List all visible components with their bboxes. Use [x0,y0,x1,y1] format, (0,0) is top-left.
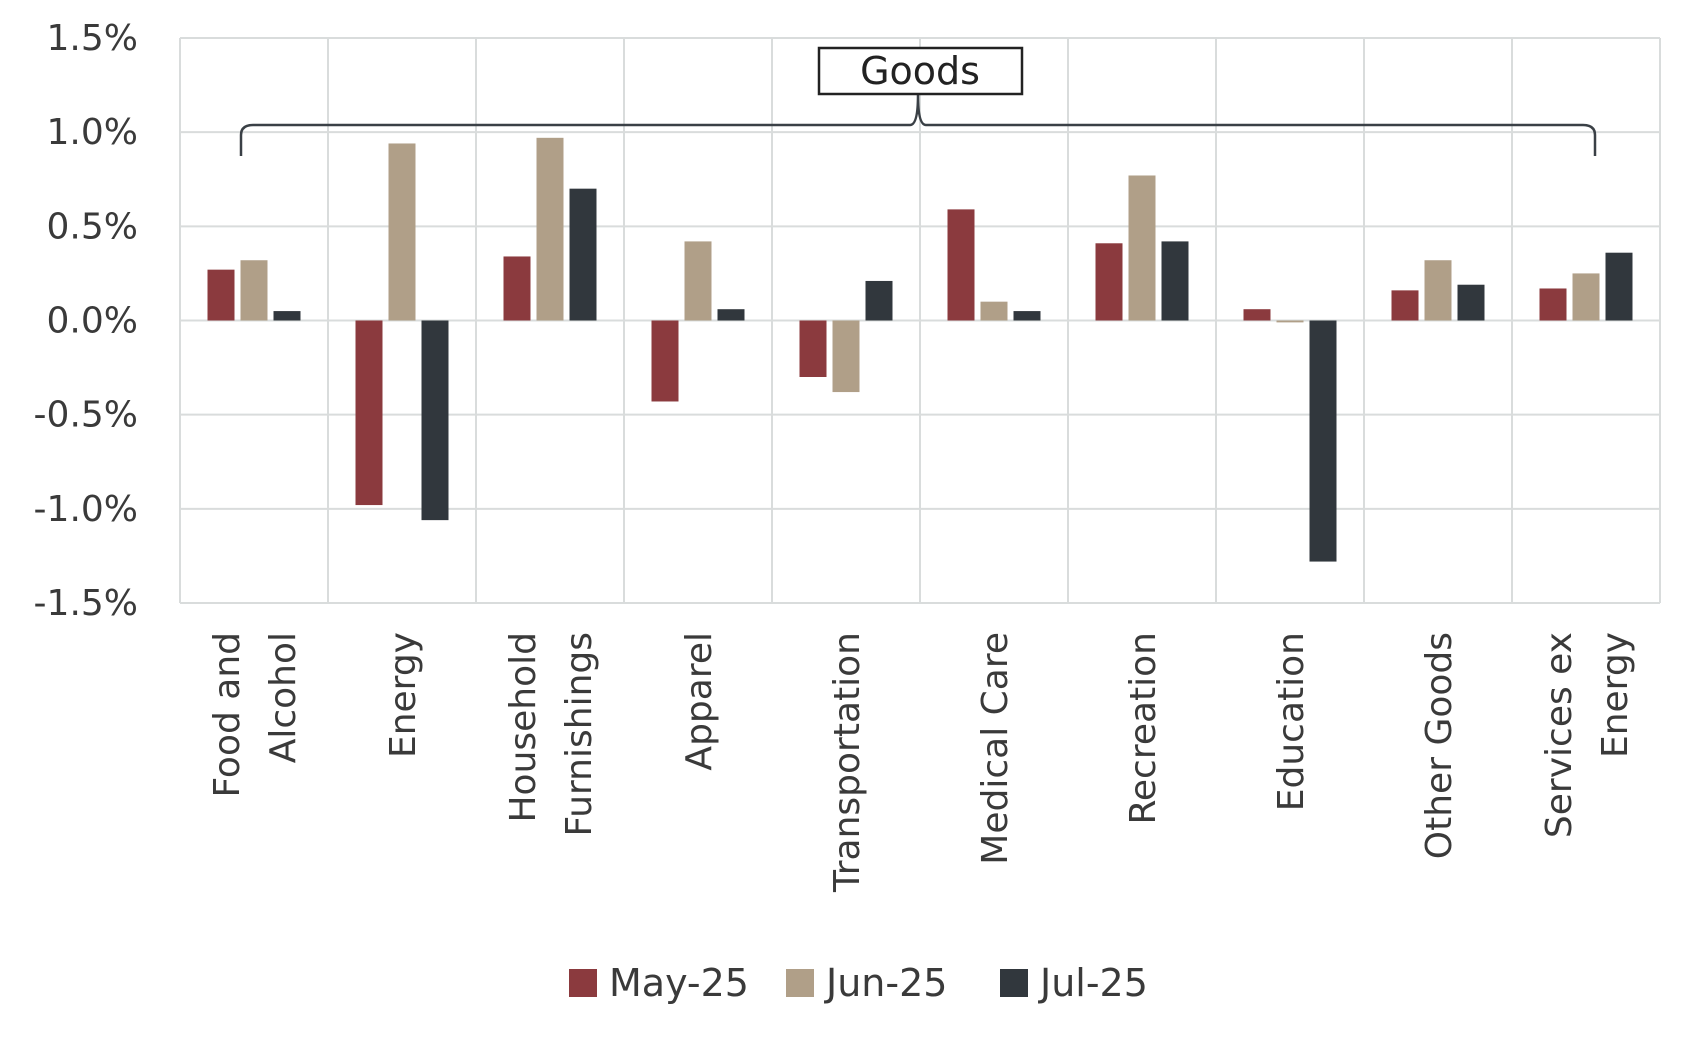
y-tick-label-4: -0.5% [34,395,138,436]
y-axis-ticks: 1.5% 1.0% 0.5% 0.0% -0.5% -1.0% -1.5% [34,18,138,624]
category-label-1-0: Energy [383,632,424,758]
bar-may-25-1 [355,320,383,506]
category-label-5-0: Medical Care [975,632,1016,865]
bar-jun-25-5 [980,301,1008,321]
category-label-7-0: Education [1271,632,1312,811]
legend: May-25 Jun-25 Jul-25 [569,961,1148,1005]
category-label-6-0: Recreation [1123,632,1164,825]
bar-jul-25-1 [421,320,449,521]
category-label-4-0: Transportation [827,632,868,893]
bar-jul-25-0 [273,311,301,321]
y-tick-label-6: -1.5% [34,583,138,624]
bar-jul-25-5 [1013,311,1041,321]
legend-swatch-may-25 [569,969,597,997]
bar-may-25-8 [1391,290,1419,321]
bar-jun-25-3 [684,241,712,321]
bar-jul-25-2 [569,188,597,321]
category-label-8-0: Other Goods [1419,632,1460,859]
bar-may-25-4 [799,320,827,377]
y-tick-label-1: 1.0% [47,112,138,153]
bar-may-25-3 [651,320,679,402]
bar-may-25-2 [503,256,531,321]
bar-jun-25-7 [1276,320,1304,323]
bar-jul-25-8 [1457,284,1485,321]
y-tick-label-3: 0.0% [47,301,138,342]
category-label-9-1: Energy [1595,632,1636,758]
category-label-3-0: Apparel [679,632,720,771]
bar-jun-25-9 [1572,273,1600,321]
y-tick-label-5: -1.0% [34,489,138,530]
bar-jul-25-9 [1605,252,1633,321]
bar-jun-25-4 [832,320,860,393]
legend-label-may-25: May-25 [609,961,749,1005]
category-label-9-0: Services ex [1539,632,1580,838]
x-axis-categories: Food and Alcohol Energy Household Furnishing… [207,632,1636,893]
y-tick-label-2: 0.5% [47,206,138,247]
bar-jul-25-4 [865,280,893,321]
bar-may-25-5 [947,209,975,321]
legend-label-jul-25: Jul-25 [1038,961,1148,1005]
bar-may-25-9 [1539,288,1567,321]
category-label-0-0: Food and [207,632,248,798]
category-label-0-1: Alcohol [263,632,304,763]
bar-jul-25-6 [1161,241,1189,321]
bar-may-25-6 [1095,243,1123,321]
legend-swatch-jun-25 [786,969,814,997]
legend-label-jun-25: Jun-25 [824,961,947,1005]
goods-label: Goods [860,49,980,93]
y-tick-label-0: 1.5% [47,18,138,59]
bar-jul-25-3 [717,309,745,321]
bar-jul-25-7 [1309,320,1337,562]
bar-jun-25-0 [240,260,268,321]
goods-annotation: Goods [239,46,1597,156]
bar-jun-25-8 [1424,260,1452,321]
goods-bracket [239,94,1597,156]
bar-may-25-0 [207,269,235,321]
bar-may-25-7 [1243,309,1271,321]
bar-jun-25-1 [388,143,416,321]
category-label-2-1: Furnishings [559,632,600,837]
bars-layer [207,137,1633,562]
legend-swatch-jul-25 [1000,969,1028,997]
category-label-2-0: Household [503,632,544,823]
bar-jun-25-6 [1128,175,1156,321]
bar-jun-25-2 [536,137,564,321]
goods-label-box [817,46,1024,96]
